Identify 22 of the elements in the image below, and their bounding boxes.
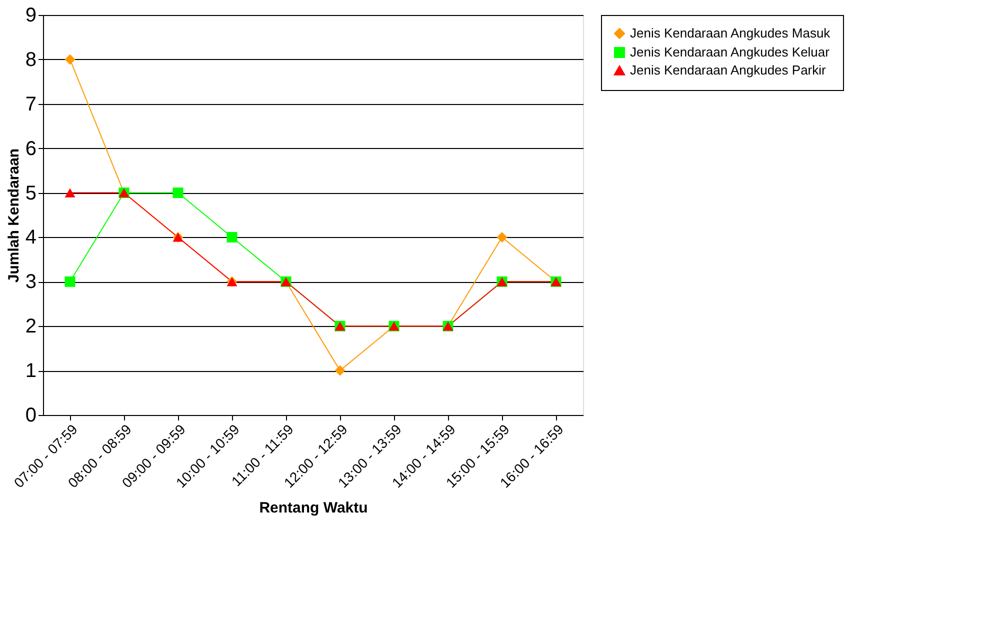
y-tick-label: 7 [25, 93, 36, 116]
y-tick-label: 0 [25, 404, 36, 426]
point [64, 188, 76, 198]
point [226, 232, 238, 242]
legend-label: Jenis Kendaraan Angkudes Masuk [630, 26, 831, 40]
legend-label: Jenis Kendaraan Angkudes Keluar [630, 44, 830, 60]
legend-label: Jenis Kendaraan Angkudes Parkir [630, 62, 827, 78]
point [64, 276, 76, 287]
y-tick-label: 1 [25, 360, 36, 382]
y-tick-label: 3 [25, 271, 36, 294]
y-tick-label: 6 [25, 138, 36, 160]
y-tick-label: 4 [25, 226, 36, 249]
point [334, 365, 346, 376]
y-tick-label: 8 [25, 48, 36, 71]
point [172, 188, 184, 198]
point [496, 232, 508, 242]
y-axis-title: Jumlah Kendaraan [5, 148, 22, 283]
y-tick-label: 9 [25, 4, 36, 26]
point [64, 54, 76, 65]
y-tick-label: 2 [25, 316, 36, 338]
x-axis-title: Rentang Waktu [259, 500, 368, 517]
y-tick-label: 5 [25, 182, 36, 204]
